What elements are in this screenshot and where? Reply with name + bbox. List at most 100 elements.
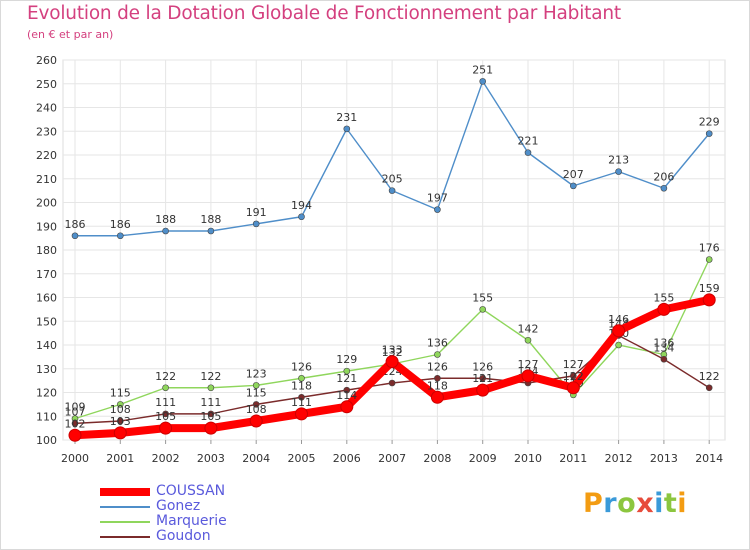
data-label-marquerie: 129: [336, 353, 357, 366]
data-label-marquerie: 122: [200, 370, 221, 383]
data-label-marquerie: 123: [246, 367, 267, 380]
data-label-marquerie: 115: [110, 386, 131, 399]
data-point-goudon: [117, 417, 124, 425]
x-tick-label: 2007: [378, 452, 406, 465]
data-label-marquerie: 136: [653, 337, 674, 350]
data-label-marquerie: 176: [699, 242, 720, 255]
data-label-marquerie: 109: [65, 401, 86, 414]
data-label-coussan: 121: [472, 372, 493, 385]
data-point-marquerie: [162, 384, 169, 392]
x-tick-label: 2003: [197, 452, 225, 465]
data-label-gonez: 186: [110, 218, 131, 231]
data-point-coussan: [385, 355, 399, 369]
legend-item-gonez: Gonez: [100, 498, 300, 515]
data-label-marquerie: 126: [291, 360, 312, 373]
data-point-gonez: [388, 187, 396, 194]
legend-label: Goudon: [156, 528, 211, 544]
data-label-coussan: 159: [699, 282, 720, 295]
data-point-marquerie: [524, 336, 532, 344]
data-label-gonez: 231: [336, 111, 357, 124]
data-label-marquerie: 155: [472, 291, 493, 304]
data-label-goudon: 127: [563, 358, 584, 371]
data-label-gonez: 207: [563, 168, 584, 181]
y-tick-label: 200: [36, 197, 57, 210]
y-tick-label: 120: [36, 387, 57, 400]
data-label-gonez: 188: [155, 213, 176, 226]
data-point-goudon: [569, 372, 577, 380]
data-label-goudon: 118: [291, 379, 312, 392]
x-tick-label: 2004: [242, 452, 270, 465]
data-point-coussan: [159, 421, 173, 435]
chart-title: Evolution de la Dotation Globale de Fonc…: [27, 3, 621, 24]
data-point-coussan: [295, 407, 308, 421]
data-point-coussan: [113, 426, 127, 440]
data-point-gonez: [117, 232, 124, 240]
data-label-goudon: 111: [200, 396, 221, 409]
data-label-coussan: 146: [608, 313, 629, 326]
data-point-marquerie: [207, 384, 215, 392]
data-point-gonez: [71, 232, 79, 240]
data-label-gonez: 221: [518, 135, 539, 148]
data-label-coussan: 102: [65, 417, 86, 430]
data-label-gonez: 191: [246, 206, 267, 219]
y-tick-label: 110: [36, 410, 57, 423]
x-tick-label: 2002: [152, 452, 180, 465]
legend-label: COUSSAN: [156, 483, 226, 499]
data-label-gonez: 188: [200, 213, 221, 226]
data-label-gonez: 213: [608, 154, 629, 167]
y-tick-label: 190: [36, 220, 57, 233]
data-point-marquerie: [252, 382, 260, 389]
series-coussan: 102 103 105 1051081111141331181211271221461…: [65, 282, 720, 442]
data-point-gonez: [615, 168, 622, 175]
data-label-coussan: 122: [563, 370, 584, 383]
data-point-gonez: [343, 125, 351, 133]
data-point-goudon: [705, 384, 713, 392]
data-point-goudon: [298, 393, 305, 401]
data-point-coussan: [612, 324, 626, 338]
data-point-gonez: [660, 184, 668, 192]
data-point-coussan: [430, 390, 444, 404]
y-tick-label: 130: [36, 363, 57, 376]
data-point-coussan: [521, 369, 535, 383]
data-label-goudon: 115: [246, 386, 267, 399]
data-label-coussan: 111: [291, 396, 312, 409]
y-tick-label: 260: [36, 54, 57, 67]
y-tick-label: 220: [36, 149, 57, 162]
y-tick-label: 240: [36, 102, 57, 115]
data-label-coussan: 108: [246, 403, 267, 416]
data-label-gonez: 186: [65, 218, 86, 231]
data-label-coussan: 133: [382, 344, 403, 357]
data-point-marquerie: [298, 374, 305, 382]
data-point-gonez: [207, 227, 215, 235]
x-tick-label: 2010: [514, 452, 542, 465]
data-point-coussan: [566, 381, 580, 395]
chart-subtitle: (en € et par an): [27, 28, 114, 41]
data-point-gonez: [298, 213, 305, 221]
x-tick-label: 2012: [605, 452, 633, 465]
y-tick-label: 140: [36, 339, 57, 352]
legend-swatch: [100, 488, 150, 496]
data-point-goudon: [207, 410, 215, 418]
y-tick-label: 230: [36, 125, 57, 138]
data-label-gonez: 229: [699, 116, 720, 129]
data-point-coussan: [249, 414, 263, 428]
data-label-marquerie: 122: [155, 370, 176, 383]
y-axis-ticks: 100 110 120 130 140 150 160 170 180 190 200 210 220 2…: [36, 54, 57, 447]
x-tick-label: 2005: [288, 452, 316, 465]
y-tick-label: 250: [36, 78, 57, 91]
data-label-coussan: 105: [155, 410, 176, 423]
data-point-goudon: [343, 386, 351, 394]
data-point-coussan: [340, 400, 354, 414]
data-point-gonez: [524, 149, 532, 156]
data-label-gonez: 251: [472, 63, 493, 76]
data-label-marquerie: 132: [382, 346, 403, 359]
data-point-goudon: [162, 410, 169, 418]
legend-item-coussan: COUSSAN: [100, 483, 300, 500]
legend-label: Marquerie: [156, 513, 227, 529]
data-label-goudon: 126: [472, 360, 493, 373]
x-tick-label: 2013: [650, 452, 678, 465]
y-tick-label: 160: [36, 292, 57, 305]
data-label-marquerie: 136: [427, 337, 448, 350]
data-label-goudon: 122: [699, 370, 720, 383]
